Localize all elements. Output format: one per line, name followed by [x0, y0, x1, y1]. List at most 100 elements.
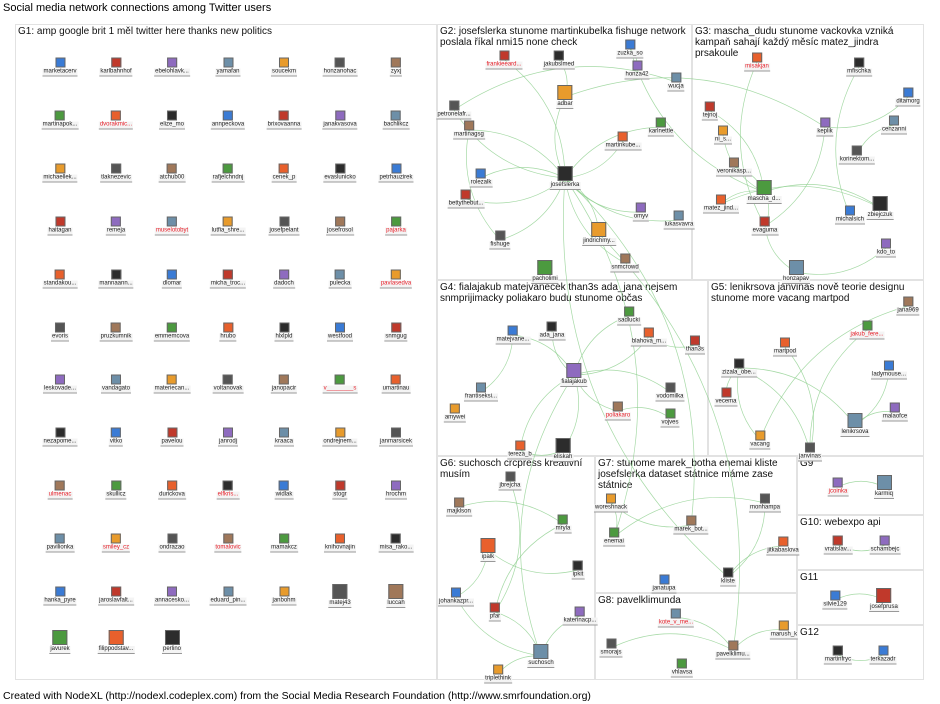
graph-node[interactable]: marketacerv [42, 57, 78, 77]
graph-node[interactable]: ipalk [480, 538, 496, 562]
graph-node[interactable]: pavelou [160, 427, 184, 447]
graph-node[interactable]: frantiseksi... [463, 382, 499, 402]
graph-node[interactable]: monhampa [748, 493, 782, 513]
graph-node[interactable]: ulmenac [47, 480, 73, 500]
graph-node[interactable]: mannaann... [98, 269, 134, 289]
graph-node[interactable]: jana969 [896, 296, 920, 316]
graph-node[interactable]: adbar [556, 85, 574, 109]
graph-node[interactable]: cenek_p [271, 163, 297, 183]
graph-node[interactable]: martinagsg [453, 120, 485, 140]
graph-node[interactable]: sadlucki [617, 306, 641, 325]
graph-node[interactable]: luccah [386, 584, 406, 608]
graph-node[interactable]: fishuge [489, 230, 511, 250]
graph-node[interactable]: cenzanni [880, 115, 908, 135]
graph-node[interactable]: lutfia_shre... [210, 216, 246, 236]
graph-node[interactable]: soucekm [270, 57, 298, 77]
graph-node[interactable]: umartinau [381, 374, 411, 394]
graph-node[interactable]: remeja [105, 216, 127, 236]
graph-node[interactable]: haitagan [47, 216, 73, 236]
graph-node[interactable]: ebelohlavk... [154, 57, 190, 77]
graph-node[interactable]: elize_mo [158, 110, 186, 130]
graph-node[interactable]: suchosch [527, 644, 555, 668]
graph-node[interactable]: knihovnajin [323, 533, 357, 553]
graph-node[interactable]: tereza_b [507, 440, 533, 460]
graph-node[interactable]: ondrejnem... [322, 427, 358, 447]
graph-node[interactable]: pavlasedva [379, 269, 413, 289]
graph-node[interactable]: evoris [50, 322, 70, 342]
graph-node[interactable]: voltanovak [212, 374, 244, 394]
graph-node[interactable]: martinkube... [604, 131, 642, 151]
graph-node[interactable]: rafjelchndnj [211, 163, 245, 183]
graph-node[interactable]: tejnoj [701, 101, 719, 121]
graph-node[interactable]: katerinacp... [562, 606, 598, 626]
graph-node[interactable]: vacang [749, 430, 771, 450]
graph-node[interactable]: hrubo [219, 322, 237, 342]
graph-node[interactable]: zyxj [389, 57, 403, 77]
graph-node[interactable]: pavelklimu... [715, 640, 751, 660]
graph-node[interactable]: mfischka [846, 57, 872, 77]
graph-node[interactable]: honzanohac [322, 57, 358, 77]
graph-node[interactable]: amywei [443, 403, 467, 423]
graph-node[interactable]: lenikrsova [840, 413, 870, 437]
graph-node[interactable]: majklson [446, 497, 472, 517]
graph-node[interactable]: jitkabaslova [766, 536, 800, 556]
graph-node[interactable]: westfood [326, 322, 354, 342]
graph-node[interactable]: woreshnack [593, 493, 629, 512]
graph-node[interactable]: janopacir [270, 374, 298, 394]
graph-node[interactable]: evaslunicko [323, 163, 357, 183]
graph-node[interactable]: marush_k [769, 620, 799, 640]
graph-node[interactable]: pajarka [385, 216, 407, 236]
graph-node[interactable]: standakou... [42, 269, 78, 289]
graph-node[interactable]: hanka_pyre [43, 586, 77, 606]
graph-node[interactable]: janmarsicek [378, 427, 414, 447]
graph-node[interactable]: rolezalk [469, 168, 493, 188]
graph-node[interactable]: pavilionka [45, 533, 75, 553]
graph-node[interactable]: fialajakub [560, 363, 588, 387]
graph-node[interactable]: ni_s... [713, 125, 733, 145]
graph-node[interactable]: annacesko... [153, 586, 191, 606]
graph-node[interactable]: hlxlpld [274, 322, 294, 342]
graph-node[interactable]: matejvane... [495, 325, 531, 345]
graph-node[interactable]: josefpelant [268, 216, 300, 236]
graph-node[interactable]: kote_v_me... [657, 608, 695, 627]
graph-node[interactable]: brixovaanna [266, 110, 302, 130]
graph-node[interactable]: dlomar [161, 269, 183, 289]
graph-node[interactable]: v________s [322, 374, 358, 394]
graph-node[interactable]: karlbahnhof [99, 57, 133, 77]
graph-node[interactable]: veronikasp... [715, 157, 753, 177]
graph-node[interactable]: vojves [660, 408, 680, 428]
graph-node[interactable]: leskovade... [42, 374, 78, 394]
graph-node[interactable]: snmgug [384, 322, 408, 342]
graph-node[interactable]: misakjan [744, 52, 770, 72]
graph-node[interactable]: karlnettle [647, 117, 675, 137]
graph-node[interactable]: eduard_pin... [209, 586, 247, 606]
graph-node[interactable]: micha_troc... [209, 269, 247, 289]
graph-node[interactable]: kraaca [273, 427, 295, 447]
graph-node[interactable]: javurek [49, 630, 71, 654]
graph-node[interactable]: perlino [161, 630, 183, 654]
graph-node[interactable]: petrhauzirek [378, 163, 414, 183]
graph-node[interactable]: omyv [632, 202, 650, 222]
graph-node[interactable]: mryla [554, 514, 572, 534]
graph-node[interactable]: jakubslmed [542, 50, 576, 69]
graph-node[interactable]: petronelafr... [436, 100, 472, 120]
graph-node[interactable]: terkazadr [869, 645, 897, 665]
graph-node[interactable]: jcoinka [827, 477, 849, 497]
graph-node[interactable]: josefprusa [869, 588, 899, 612]
graph-node[interactable]: malaofce [881, 402, 909, 422]
graph-node[interactable]: ipkit [571, 560, 585, 580]
graph-node[interactable]: yamafan [215, 57, 241, 77]
graph-node[interactable]: vhlavsa [670, 658, 694, 678]
graph-node[interactable]: jaroslavfalt... [98, 586, 134, 606]
graph-node[interactable]: dvorakmic... [98, 110, 134, 130]
graph-node[interactable]: materiecan... [153, 374, 191, 394]
graph-node[interactable]: elfkris... [216, 480, 240, 500]
graph-node[interactable]: blahova_m... [630, 327, 668, 346]
graph-node[interactable]: vodomilka [655, 382, 685, 402]
graph-node[interactable]: mamakcz [270, 533, 298, 553]
graph-node[interactable]: skullicz [105, 480, 127, 500]
graph-node[interactable]: snmcrowd [610, 253, 640, 273]
graph-node[interactable]: tomalovic [214, 533, 242, 553]
graph-node[interactable]: bachlikcz [382, 110, 410, 130]
graph-node[interactable]: durickova [158, 480, 186, 500]
